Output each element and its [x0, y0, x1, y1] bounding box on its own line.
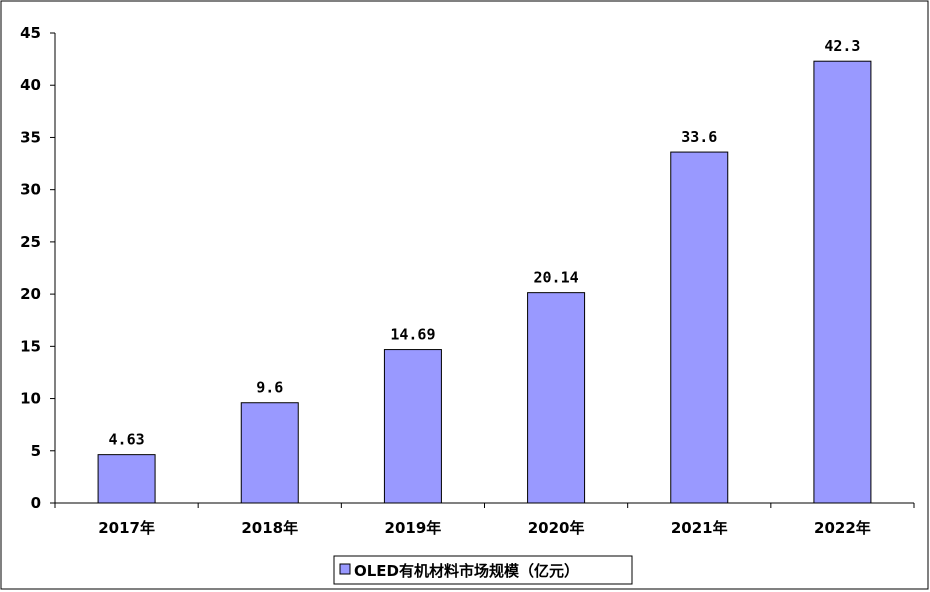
bar [527, 292, 586, 504]
bar [240, 402, 299, 504]
x-category-label: 2019年 [385, 519, 442, 537]
x-category-label: 2020年 [528, 519, 585, 537]
y-tick-label: 20 [20, 285, 41, 303]
y-axis: 0 5 10 15 20 25 30 35 40 45 [20, 24, 56, 512]
x-category-label: 2018年 [241, 519, 298, 537]
bar-value-label: 9.6 [256, 379, 283, 397]
y-tick-label: 40 [20, 76, 41, 94]
x-category-label: 2021年 [671, 519, 728, 537]
y-tick-label: 35 [20, 128, 41, 146]
bar [97, 454, 156, 504]
y-tick-label: 45 [20, 24, 41, 42]
legend-swatch [339, 563, 351, 575]
data-labels-group: 4.63 9.6 14.69 20.14 33.6 42.3 [109, 37, 861, 448]
y-tick-label: 25 [20, 233, 41, 251]
legend-box [333, 555, 633, 585]
bar-value-label: 33.6 [681, 128, 717, 146]
bars-group [97, 60, 872, 504]
bar [670, 151, 729, 504]
bar [383, 349, 442, 504]
bar-value-label: 20.14 [534, 269, 579, 287]
x-axis: 2017年 2018年 2019年 2020年 2021年 2022年 [54, 502, 915, 537]
y-tick-label: 10 [20, 390, 41, 408]
x-category-label: 2022年 [814, 519, 871, 537]
y-tick-label: 5 [31, 442, 41, 460]
bar-value-label: 42.3 [824, 37, 860, 55]
legend-label: OLED有机材料市场规模（亿元） [354, 562, 579, 580]
bar-value-label: 14.69 [390, 326, 435, 344]
y-tick-label: 15 [20, 337, 41, 355]
legend: OLED有机材料市场规模（亿元） [333, 555, 633, 585]
y-tick-label: 30 [20, 181, 41, 199]
bar [813, 60, 872, 504]
x-category-label: 2017年 [98, 519, 155, 537]
y-tick-label: 0 [31, 494, 41, 512]
bar-value-label: 4.63 [109, 431, 145, 449]
